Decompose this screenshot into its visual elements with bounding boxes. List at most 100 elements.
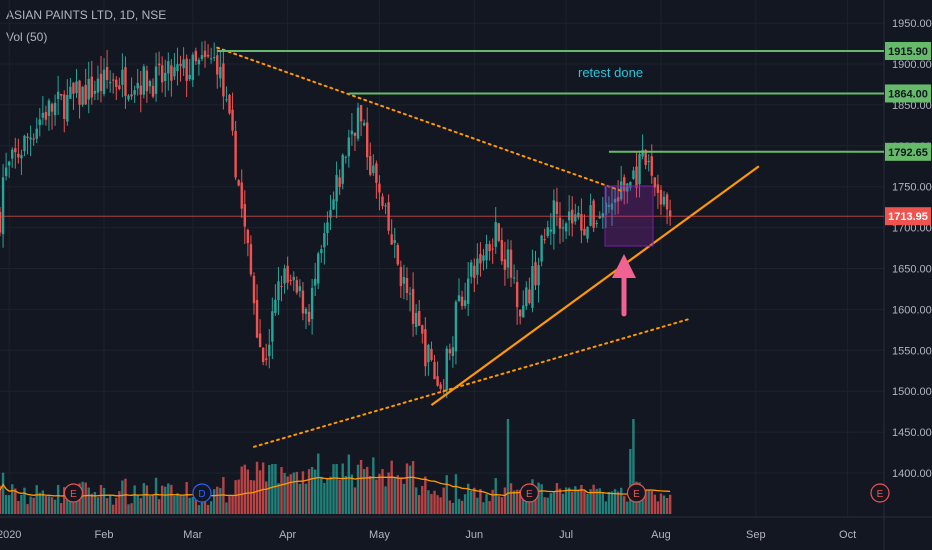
- volume-bar: [90, 493, 93, 514]
- candle-body: [243, 204, 246, 227]
- candle-body: [506, 249, 510, 268]
- volume-bar: [17, 500, 20, 514]
- candle-body: [258, 333, 262, 348]
- volume-bar: [546, 497, 549, 514]
- volume-bar: [234, 480, 237, 514]
- candle-body: [0, 212, 2, 233]
- candle-body: [353, 132, 357, 136]
- volume-bar: [23, 487, 26, 514]
- volume-bar: [268, 464, 271, 514]
- price-badges: 1915.90 1864.00 1792.65 1713.95: [885, 41, 931, 226]
- volume-bar: [430, 494, 433, 514]
- candle-body: [115, 79, 118, 87]
- candlestick-series: [0, 40, 672, 399]
- candle-body: [564, 223, 568, 232]
- candle-body: [35, 128, 38, 139]
- volume-indicator-label[interactable]: Vol (50): [6, 30, 48, 44]
- volume-bar: [228, 495, 231, 514]
- volume-bar: [298, 483, 302, 514]
- candle-body: [32, 138, 35, 140]
- candle-body: [503, 259, 507, 270]
- x-tick-label: Aug: [651, 529, 671, 541]
- candle-body: [277, 281, 280, 301]
- candle-body: [623, 177, 626, 192]
- candle-body: [460, 296, 464, 307]
- candle-body: [509, 249, 513, 278]
- candle-body: [179, 63, 182, 66]
- volume-bar: [595, 488, 598, 514]
- volume-bar: [127, 504, 130, 514]
- candle-body: [234, 130, 237, 178]
- up-arrow-annotation: [612, 254, 636, 317]
- candle-body: [160, 65, 164, 83]
- volume-bar: [509, 483, 513, 514]
- candle-body: [607, 204, 611, 207]
- candle-body: [335, 174, 338, 202]
- candle-body: [362, 122, 366, 126]
- volume-bar: [362, 469, 366, 514]
- volume-bar: [353, 487, 357, 514]
- volume-bar: [390, 460, 393, 514]
- candle-body: [448, 349, 452, 354]
- candle-body: [647, 160, 650, 162]
- candle-body: [549, 229, 552, 232]
- volume-bar: [668, 494, 672, 514]
- volume-bar: [240, 466, 243, 514]
- last-price-label: 1713.95: [888, 211, 928, 223]
- volume-bar: [540, 484, 543, 514]
- volume-bar: [623, 496, 626, 514]
- volume-bar: [29, 496, 32, 514]
- candle-body: [289, 280, 292, 282]
- candle-body: [78, 80, 81, 105]
- volume-bar: [564, 487, 568, 514]
- chart-symbol-title[interactable]: ASIAN PAINTS LTD, 1D, NSE: [6, 8, 167, 22]
- volume-bar: [580, 485, 583, 514]
- candle-body: [497, 223, 500, 241]
- candle-body: [225, 99, 228, 101]
- candle-body: [127, 95, 130, 100]
- volume-bar: [130, 503, 133, 514]
- volume-bar: [60, 503, 63, 514]
- volume-bar: [265, 481, 268, 514]
- x-tick-label: Feb: [95, 529, 114, 541]
- y-tick-label: 1750.00: [892, 182, 932, 194]
- volume-bar: [607, 492, 611, 514]
- volume-bar: [164, 486, 167, 514]
- volume-bar: [341, 463, 344, 514]
- candle-body: [87, 78, 90, 100]
- candle-body: [139, 85, 142, 95]
- trendlines: [216, 46, 760, 448]
- candle-body: [14, 148, 17, 153]
- candle-body: [38, 119, 41, 126]
- candle-body: [488, 244, 491, 252]
- candle-body: [589, 205, 592, 226]
- candle-body: [66, 95, 69, 122]
- volume-bar: [433, 490, 436, 514]
- candle-body: [50, 103, 54, 112]
- volume-bar: [252, 480, 256, 514]
- candle-body: [381, 196, 384, 206]
- volume-bar: [63, 487, 66, 514]
- candle-body: [265, 358, 268, 360]
- volume-bar: [402, 483, 406, 514]
- volume-bar: [586, 493, 589, 514]
- candle-body: [525, 287, 528, 307]
- volume-bar: [619, 487, 623, 514]
- candle-body: [20, 154, 23, 159]
- volume-bar: [387, 472, 390, 514]
- candle-body: [301, 290, 305, 314]
- level-badge: [885, 84, 931, 103]
- candle-body: [359, 105, 363, 122]
- candle-body: [246, 229, 250, 244]
- volume-bar: [32, 497, 35, 514]
- candle-body: [613, 198, 617, 203]
- volume-bar: [375, 479, 378, 514]
- volume-bar: [656, 501, 660, 514]
- candle-body: [93, 90, 97, 94]
- volume-bar: [500, 497, 504, 514]
- candle-body: [320, 249, 323, 254]
- candle-body: [479, 254, 482, 264]
- volume-bar: [503, 487, 507, 514]
- volume-bar: [102, 487, 106, 514]
